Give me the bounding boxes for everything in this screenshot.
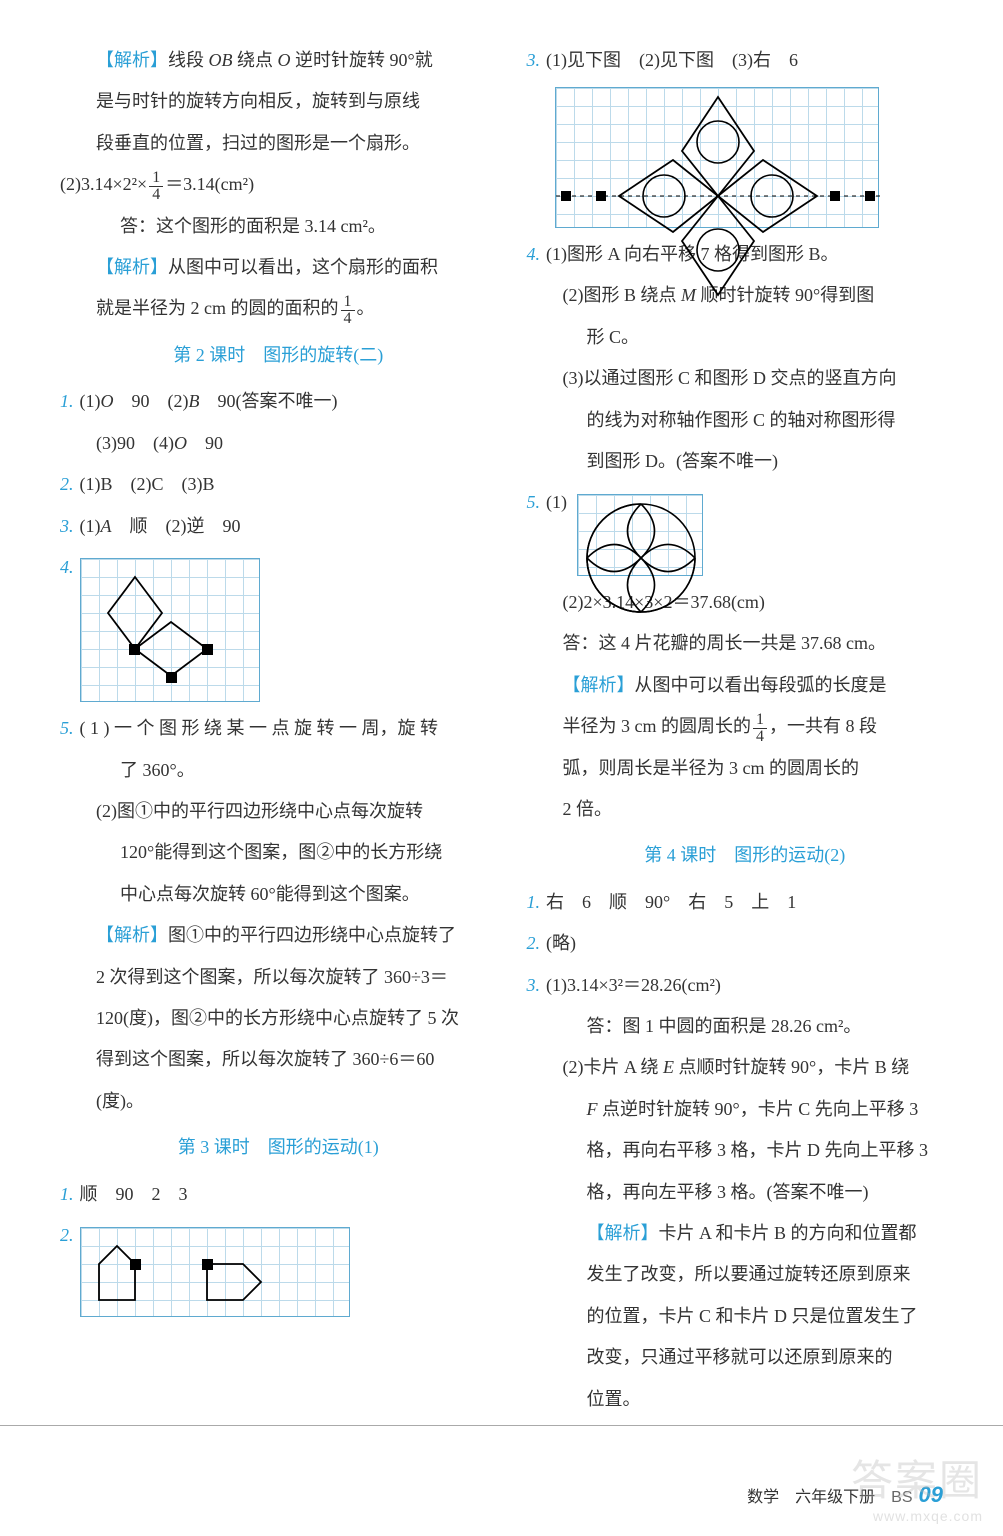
text-line: 位置。	[527, 1379, 964, 1420]
item-number: 2.	[60, 474, 74, 494]
analysis-label: 【解析】	[587, 1223, 659, 1243]
text-line: 改变，只通过平移就可以还原到原来的	[527, 1337, 964, 1378]
figure-r-q5	[577, 494, 703, 576]
fraction: 14	[149, 170, 163, 203]
calc-line: (2)3.14×2²×14＝3.14(cm²)	[60, 164, 497, 205]
item-number: 5.	[527, 492, 541, 512]
item-number: 2.	[527, 933, 541, 953]
item-number: 3.	[527, 975, 541, 995]
answer-line: 3.(1)A 顺 (2)逆 90	[60, 506, 497, 547]
answer-line: 3.(1)见下图 (2)见下图 (3)右 6	[527, 40, 964, 81]
text-line: 格，再向左平移 3 格。(答案不唯一)	[527, 1172, 964, 1213]
item-number: 3.	[527, 50, 541, 70]
item-number: 3.	[60, 516, 74, 536]
analysis-label: 【解析】	[96, 925, 168, 945]
item-number: 1.	[60, 1184, 74, 1204]
diagram-svg	[81, 1228, 351, 1318]
analysis-block: 【解析】图①中的平行四边形绕中心点旋转了	[60, 915, 497, 956]
diagram-svg	[578, 495, 704, 621]
text-line: (2)图①中的平行四边形绕中心点每次旋转	[60, 791, 497, 832]
fraction: 14	[341, 294, 355, 327]
item-number: 4.	[527, 244, 541, 264]
text-line: 120°能得到这个图案，图②中的长方形绕	[60, 832, 497, 873]
page-columns: 【解析】线段 OB 绕点 O 逆时针旋转 90°就 是与时针的旋转方向相反，旋转…	[60, 40, 963, 1420]
answer-line: 2.(1)B (2)C (3)B	[60, 464, 497, 505]
text-line: 的线为对称轴作图形 C 的轴对称图形得	[527, 400, 964, 441]
answer-line: 1.右 6 顺 90° 右 5 上 1	[527, 882, 964, 923]
text-line: F 点逆时针旋转 90°，卡片 C 先向上平移 3	[527, 1089, 964, 1130]
text-line: 段垂直的位置，扫过的图形是一个扇形。	[60, 123, 497, 164]
diagram-svg	[556, 88, 880, 304]
text-line: 到图形 D。(答案不唯一)	[527, 441, 964, 482]
text-line: 格，再向右平移 3 格，卡片 D 先向上平移 3	[527, 1130, 964, 1171]
item-number: 4.	[60, 557, 74, 577]
text-line: 发生了改变，所以要通过旋转还原到原来	[527, 1254, 964, 1295]
right-column: 3.(1)见下图 (2)见下图 (3)右 6	[527, 40, 964, 1420]
text-line: (度)。	[60, 1081, 497, 1122]
footer-subject: 数学	[747, 1489, 779, 1506]
answer-line: 答：图 1 中圆的面积是 28.26 cm²。	[527, 1006, 964, 1047]
text-line: 2 倍。	[527, 789, 964, 830]
figure-r-q3	[555, 87, 879, 228]
fraction: 14	[753, 712, 767, 745]
text-line: 了 360°。	[60, 750, 497, 791]
answer-line: (3)90 (4)O 90	[60, 423, 497, 464]
analysis-label: 【解析】	[96, 257, 168, 277]
watermark-sub: www.mxqe.com	[851, 1508, 983, 1524]
horizontal-rule	[0, 1425, 1003, 1426]
item-number: 1.	[60, 391, 74, 411]
analysis-block: 【解析】从图中可以看出，这个扇形的面积	[60, 247, 497, 288]
answer-line: 2.(略)	[527, 923, 964, 964]
lesson-heading: 第 4 课时 图形的运动(2)	[527, 836, 964, 876]
text-line: 的位置，卡片 C 和卡片 D 只是位置发生了	[527, 1296, 964, 1337]
answer-line: 3.(1)3.14×3²＝28.26(cm²)	[527, 965, 964, 1006]
watermark: 答案圈 www.mxqe.com	[851, 1447, 983, 1524]
watermark-main: 答案圈	[851, 1457, 983, 1504]
item-number: 2.	[60, 1225, 74, 1245]
answer-line: 答：这 4 片花瓣的周长一共是 37.68 cm。	[527, 623, 964, 664]
text-line: 是与时针的旋转方向相反，旋转到与原线	[60, 81, 497, 122]
text-line: 2 次得到这个图案，所以每次旋转了 360÷3＝	[60, 957, 497, 998]
text-line: 就是半径为 2 cm 的圆的面积的14。	[60, 288, 497, 329]
figure-q32	[80, 1227, 350, 1317]
analysis-block: 【解析】线段 OB 绕点 O 逆时针旋转 90°就	[60, 40, 497, 81]
analysis-block: 【解析】从图中可以看出每段弧的长度是	[527, 665, 964, 706]
lesson-heading: 第 3 课时 图形的运动(1)	[60, 1128, 497, 1168]
text-line: (3)以通过图形 C 和图形 D 交点的竖直方向	[527, 358, 964, 399]
diagram-svg	[81, 559, 261, 703]
text-line: 120(度)，图②中的长方形绕中心点旋转了 5 次	[60, 998, 497, 1039]
answer-line: 答：这个图形的面积是 3.14 cm²。	[60, 206, 497, 247]
item-number: 1.	[527, 892, 541, 912]
answer-line: 1.(1)O 90 (2)B 90(答案不唯一)	[60, 381, 497, 422]
answer-line: 5.( 1 ) 一 个 图 形 绕 某 一 点 旋 转 一 周，旋 转	[60, 708, 497, 749]
analysis-block: 【解析】卡片 A 和卡片 B 的方向和位置都	[527, 1213, 964, 1254]
figure-q4	[80, 558, 260, 702]
left-column: 【解析】线段 OB 绕点 O 逆时针旋转 90°就 是与时针的旋转方向相反，旋转…	[60, 40, 497, 1420]
analysis-label: 【解析】	[96, 50, 168, 70]
text-line: 得到这个图案，所以每次旋转了 360÷6＝60	[60, 1039, 497, 1080]
text-line: 形 C。	[527, 317, 964, 358]
text-line: 半径为 3 cm 的圆周长的14，一共有 8 段	[527, 706, 964, 747]
text-line: 中心点每次旋转 60°能得到这个图案。	[60, 874, 497, 915]
answer-line: 1.顺 90 2 3	[60, 1174, 497, 1215]
text-line: (2)卡片 A 绕 E 点顺时针旋转 90°，卡片 B 绕	[527, 1047, 964, 1088]
lesson-heading: 第 2 课时 图形的旋转(二)	[60, 336, 497, 376]
analysis-label: 【解析】	[563, 675, 635, 695]
text-line: 弧，则周长是半径为 3 cm 的圆周长的	[527, 748, 964, 789]
item-number: 5.	[60, 718, 74, 738]
